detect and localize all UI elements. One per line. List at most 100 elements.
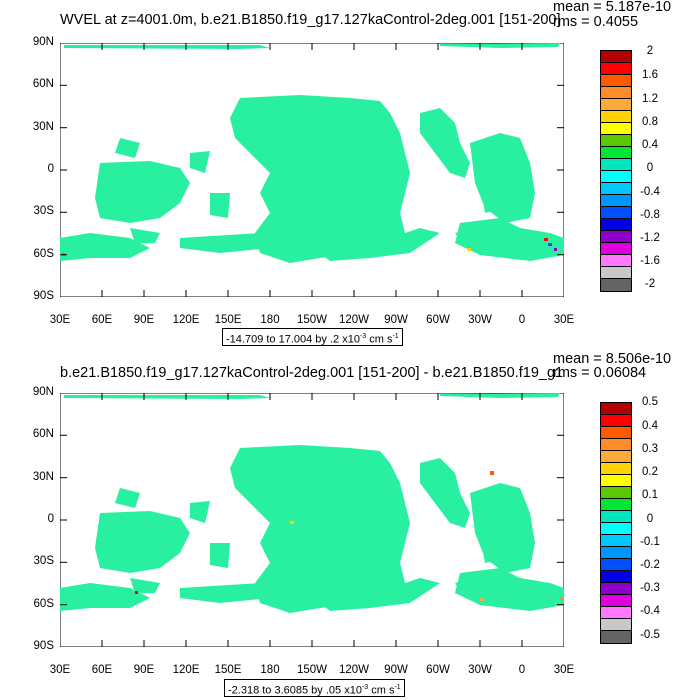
- colorbar-label: 0.3: [642, 443, 658, 455]
- colorbar-swatch: [601, 51, 631, 63]
- colorbar-label: -0.3: [640, 582, 660, 594]
- colorbar-label: 0.2: [642, 466, 658, 478]
- colorbar-swatch: [601, 463, 631, 475]
- colorbar-swatch: [601, 571, 631, 583]
- mean-stat: mean = 5.187e-10: [553, 0, 672, 15]
- colorbar-swatch: [601, 559, 631, 571]
- ocean-region: [150, 541, 170, 558]
- colorbar-swatch: [601, 111, 631, 123]
- colorbar-label: -0.1: [640, 536, 660, 548]
- colorbar-swatch: [601, 595, 631, 607]
- rms-stat: rms = 0.06084: [553, 365, 647, 381]
- lon-tick-label: 150E: [214, 664, 242, 676]
- colorbar-swatch: [601, 523, 631, 535]
- colorbar-label: 0.8: [642, 116, 658, 128]
- ocean-region: [115, 488, 140, 508]
- lon-tick-label: 60E: [91, 314, 113, 326]
- colorbar-label: 0.1: [642, 489, 658, 501]
- lon-tick-label: 120W: [338, 314, 370, 326]
- lon-tick-label: 60W: [426, 314, 450, 326]
- colorbar-label: -0.2: [640, 559, 660, 571]
- lon-tick-label: 60E: [91, 664, 113, 676]
- lat-tick-label: 0: [47, 513, 54, 525]
- range-unit: cm s: [369, 333, 393, 346]
- ocean-region: [440, 393, 560, 398]
- range-exponent: -3: [359, 333, 367, 340]
- lat-tick-label: 30S: [33, 205, 54, 217]
- lat-tick-label: 60S: [33, 598, 54, 610]
- colorbar-label: 2: [646, 45, 654, 57]
- panel-total-wvel: WVEL at z=4001.0m, b.e21.B1850.f19_g17.1…: [32, 0, 672, 346]
- colorbar-swatch: [601, 243, 631, 255]
- ocean-region: [360, 103, 380, 123]
- lon-tick-label: 120W: [338, 664, 370, 676]
- colorbar-swatch: [601, 619, 631, 631]
- lon-tick-label: 30E: [553, 314, 575, 326]
- colorbar-swatch: [601, 159, 631, 171]
- colorbar-swatch: [601, 499, 631, 511]
- colorbar-swatch: [601, 99, 631, 111]
- lat-tick-label: 90S: [33, 640, 54, 652]
- colorbar-swatch: [601, 631, 631, 643]
- lat-tick-label: 0: [47, 163, 54, 175]
- colorbar-swatch: [601, 135, 631, 147]
- colorbar-swatch: [601, 535, 631, 547]
- lon-tick-label: 150W: [296, 664, 328, 676]
- lat-tick-label: 60N: [32, 428, 54, 440]
- colorbar-swatch: [601, 207, 631, 219]
- colorbar-label: -0.4: [640, 186, 660, 198]
- colorbar-label: -0.4: [640, 605, 660, 617]
- colorbar-label: 0.4: [642, 420, 658, 432]
- lat-tick-label: 30S: [33, 555, 54, 567]
- lon-tick-label: 120E: [172, 664, 200, 676]
- colorbar-label: -1.2: [640, 232, 660, 244]
- colorbar-label: 0: [646, 162, 654, 174]
- lat-tick-label: 90S: [33, 290, 54, 302]
- range-exponent: -3: [361, 684, 369, 691]
- rms-stat: rms = 0.4055: [553, 14, 639, 30]
- lon-tick-label: 120E: [172, 314, 200, 326]
- coast-dots: [135, 471, 563, 601]
- ocean-region: [115, 138, 140, 158]
- lat-tick-label: 90N: [32, 36, 54, 48]
- colorbar-swatch: [601, 75, 631, 87]
- ocean-region: [190, 151, 210, 173]
- lat-tick-label: 60N: [32, 78, 54, 90]
- colorbar-swatch: [601, 231, 631, 243]
- colorbar-swatch: [601, 427, 631, 439]
- ocean-region: [60, 233, 150, 261]
- lat-tick-label: 30N: [32, 121, 54, 133]
- ocean-region: [60, 583, 150, 611]
- ocean-field: [60, 393, 564, 613]
- colorbar: [600, 50, 632, 292]
- lon-tick-label: 30E: [49, 664, 71, 676]
- ocean-region: [455, 228, 490, 248]
- ocean-region: [190, 501, 210, 523]
- colorbar-swatch: [601, 487, 631, 499]
- colorbar-swatch: [601, 475, 631, 487]
- ocean-region: [150, 191, 170, 208]
- mean-stat: mean = 8.506e-10: [553, 351, 672, 367]
- colorbar-swatch: [601, 451, 631, 463]
- lon-tick-label: 90E: [133, 664, 155, 676]
- ocean-region: [180, 233, 270, 253]
- ocean-region: [420, 458, 470, 528]
- plot-title: b.e21.B1850.f19_g17.127kaControl-2deg.00…: [60, 365, 564, 381]
- ocean-region: [300, 578, 440, 611]
- colorbar-swatch: [601, 171, 631, 183]
- lon-tick-label: 150W: [296, 314, 328, 326]
- lon-tick-label: 30E: [49, 314, 71, 326]
- range-text: -2.318 to 3.6085 by .05 x10: [228, 684, 362, 697]
- ocean-region: [455, 218, 564, 261]
- map-canvas: [60, 43, 564, 297]
- colorbar-label: -2: [644, 278, 656, 290]
- range-unit-exponent: -1: [394, 684, 401, 691]
- ocean-region: [360, 453, 380, 473]
- lat-tick-label: 90N: [32, 386, 54, 398]
- lon-tick-label: 180: [260, 314, 280, 326]
- colorbar-swatch: [601, 403, 631, 415]
- colorbar-label: 0.5: [642, 396, 658, 408]
- colorbar-swatch: [601, 183, 631, 195]
- colorbar-swatch: [601, 583, 631, 595]
- colorbar-swatch: [601, 415, 631, 427]
